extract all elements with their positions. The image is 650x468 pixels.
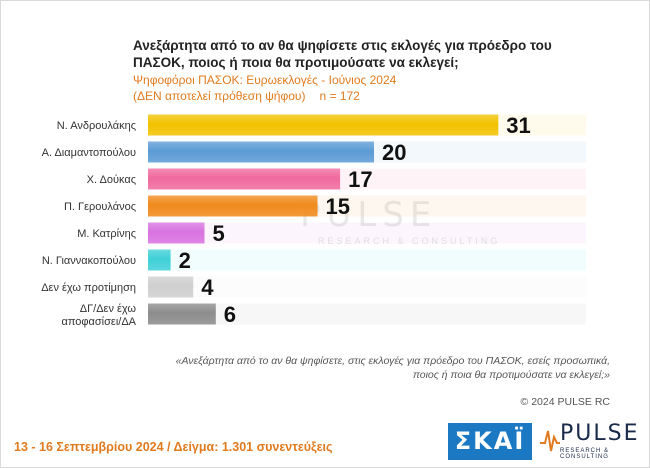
category-label: Μ. Κατρίνης — [77, 228, 136, 240]
data-label: 4 — [201, 275, 214, 300]
data-label: 2 — [179, 248, 191, 273]
data-label: 20 — [382, 140, 406, 165]
bar-track — [148, 276, 586, 298]
bar — [148, 195, 318, 217]
pulse-logo-subtext: RESEARCH & CONSULTING — [560, 448, 610, 460]
skai-logo: ΣΚΑΪ — [448, 423, 532, 460]
watermark: PULSE — [300, 195, 438, 235]
bar — [148, 303, 216, 325]
bar — [148, 276, 194, 298]
bar — [148, 249, 171, 271]
chart-subtitle: Ψηφοφόροι ΠΑΣΟΚ: Ευρωεκλογές - Ιούνιος 2… — [133, 73, 397, 87]
bar-chart: 31 Ν. Ανδρουλάκης 20 Α. Διαμαντοπούλου 17 Χ. … — [41, 113, 586, 328]
category-label: ΔΓ/Δεν έχω αποφασίσει/ΔΑ — [61, 303, 136, 328]
data-label: 15 — [326, 194, 350, 219]
data-label: 31 — [506, 113, 530, 138]
chart-subtitle-note: (ΔΕΝ αποτελεί πρόθεση ψήφου) n = 172 — [133, 89, 360, 103]
bar — [148, 168, 341, 190]
pulse-logo-text: PULSE — [560, 421, 640, 446]
chart-title: Ανεξάρτητα από το αν θα ψηφίσετε στις εκ… — [133, 38, 552, 70]
pulse-wave-icon — [540, 430, 560, 452]
data-label: 17 — [348, 167, 372, 192]
footer-dates-sample: 13 - 16 Σεπτεμβρίου 2024 / Δείγμα: 1.301… — [14, 440, 333, 454]
category-label: Π. Γερουλάνος — [64, 201, 136, 213]
bar — [148, 114, 499, 136]
question-note: «Ανεξάρτητα από το αν θα ψηφίσετε, στις … — [175, 355, 610, 381]
category-label: Ν. Ανδρουλάκης — [57, 120, 136, 132]
data-label: 6 — [224, 302, 236, 327]
not-vote-intention-note: (ΔΕΝ αποτελεί πρόθεση ψήφου) — [133, 89, 306, 103]
bar — [148, 141, 374, 163]
data-label: 5 — [213, 221, 225, 246]
copyright: © 2024 PULSE RC — [520, 396, 610, 408]
bar-track — [148, 303, 586, 325]
sample-size: n = 172 — [319, 89, 360, 103]
category-label: Χ. Δούκας — [87, 174, 136, 186]
category-label: Α. Διαμαντοπούλου — [42, 147, 136, 159]
bar — [148, 222, 205, 244]
watermark-sub: RESEARCH & CONSULTING — [318, 236, 501, 246]
bar-track — [148, 222, 586, 244]
bar-track — [148, 249, 586, 271]
category-label: Δεν έχω προτίμηση — [41, 282, 136, 294]
pulse-logo: PULSE RESEARCH & CONSULTING — [540, 421, 640, 461]
category-label: Ν. Γιαννακοπούλου — [42, 255, 136, 267]
